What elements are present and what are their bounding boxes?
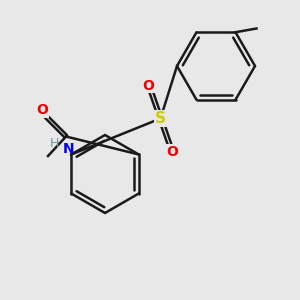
Text: O: O: [167, 145, 178, 158]
Text: S: S: [155, 111, 166, 126]
Text: O: O: [142, 79, 154, 92]
Text: N: N: [63, 142, 75, 156]
Text: H: H: [50, 136, 59, 150]
Text: O: O: [36, 103, 48, 117]
